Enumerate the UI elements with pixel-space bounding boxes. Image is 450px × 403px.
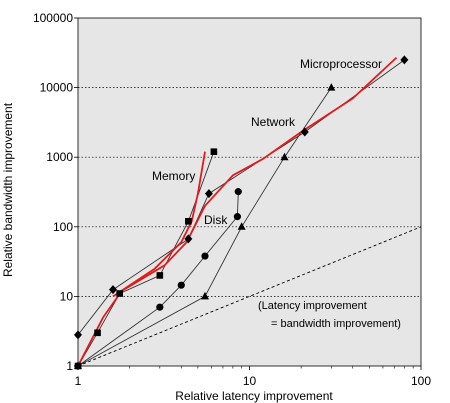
y-tick-label: 100 bbox=[53, 220, 73, 234]
disk-point bbox=[234, 188, 242, 196]
y-tick-label: 1 bbox=[66, 359, 73, 373]
trend-lines bbox=[77, 56, 398, 367]
network-label: Network bbox=[251, 115, 296, 129]
microprocessor-point bbox=[400, 55, 409, 65]
reference-line bbox=[77, 226, 422, 367]
x-tick-label: 10 bbox=[243, 374, 257, 388]
network-point bbox=[280, 152, 289, 161]
y-tick-label: 1000 bbox=[46, 150, 73, 164]
microprocessor-label: Microprocessor bbox=[300, 57, 382, 71]
memory-point bbox=[185, 217, 192, 225]
memory-point bbox=[116, 290, 123, 297]
trend-line bbox=[77, 56, 398, 367]
y-tick-label: 10 bbox=[60, 289, 74, 303]
trend-line bbox=[112, 151, 206, 298]
y-tick-label: 10000 bbox=[40, 81, 74, 95]
microprocessor-point bbox=[204, 189, 213, 199]
memory-point bbox=[156, 272, 164, 279]
memory-point bbox=[94, 329, 101, 337]
disk-point bbox=[201, 252, 209, 260]
reference-label-line1: (Latency improvement bbox=[258, 300, 367, 312]
x-tick-label: 1 bbox=[75, 374, 82, 388]
memory-line bbox=[77, 151, 215, 367]
network-point bbox=[200, 291, 209, 300]
disk-point bbox=[177, 281, 185, 289]
microprocessor-point bbox=[74, 330, 82, 340]
reference-dashed-line bbox=[77, 226, 422, 367]
grid bbox=[78, 87, 421, 297]
markers-layer bbox=[74, 55, 409, 370]
network-point bbox=[327, 83, 336, 91]
network-point bbox=[237, 222, 246, 230]
ticks: 1 10 100 1000 10000 100000 1 10 100 bbox=[33, 11, 431, 388]
disk-line bbox=[77, 191, 239, 367]
plot-area bbox=[77, 17, 422, 367]
memory-point bbox=[210, 148, 218, 155]
microprocessor-point bbox=[109, 285, 118, 295]
series-labels: Microprocessor Memory Network Disk bbox=[152, 57, 382, 227]
microprocessor-line bbox=[77, 59, 405, 336]
x-tick-label: 100 bbox=[411, 374, 431, 388]
y-tick-label: 100000 bbox=[33, 11, 73, 25]
x-axis-title: Relative latency improvement bbox=[175, 389, 333, 403]
memory-label: Memory bbox=[152, 169, 195, 183]
disk-point bbox=[233, 213, 241, 221]
disk-label: Disk bbox=[204, 213, 228, 227]
disk-point bbox=[156, 303, 164, 311]
reference-label-line2: = bandwidth improvement) bbox=[271, 318, 401, 330]
y-axis-title: Relative bandwidth improvement bbox=[1, 102, 15, 277]
microprocessor-point bbox=[184, 234, 193, 244]
microprocessor-point bbox=[300, 127, 309, 137]
